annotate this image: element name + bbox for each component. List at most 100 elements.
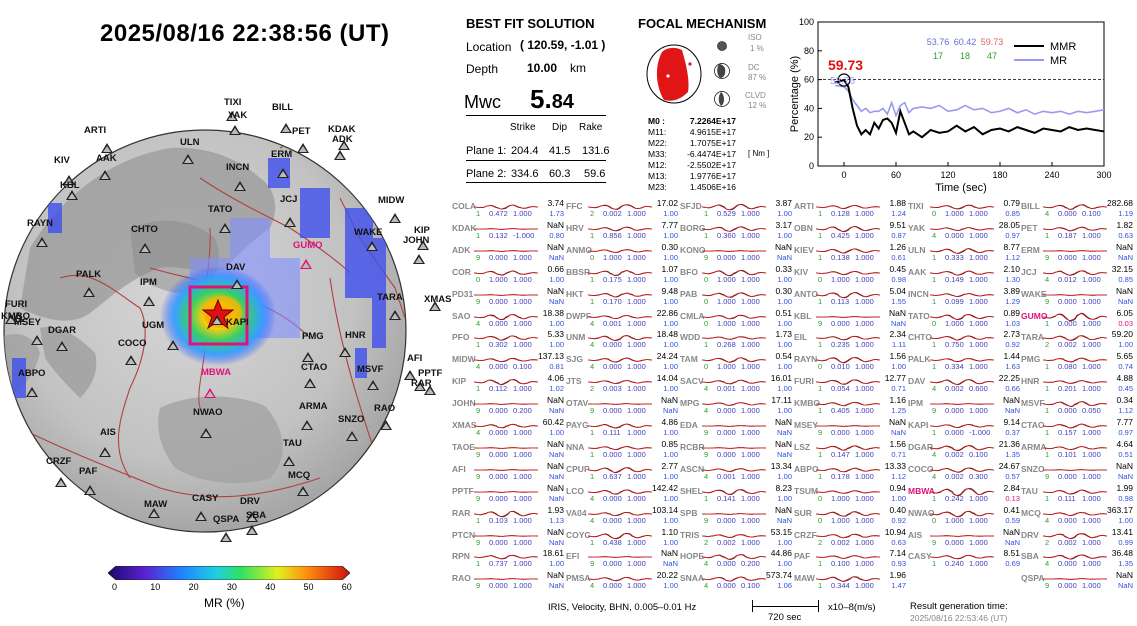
weight-value: 1.000	[855, 252, 874, 262]
amplitude-value: 53.15	[770, 526, 792, 537]
quality-flag: 2	[704, 537, 709, 547]
weight-value: 1.000	[855, 428, 874, 437]
clvd-label: CLVD	[745, 91, 766, 100]
dip-header: Dip	[552, 122, 568, 133]
quality-flag: 1	[476, 230, 481, 240]
correlation-value: 0.000	[1058, 406, 1077, 416]
waveform-trace	[816, 315, 880, 318]
station-code: ARMA	[1021, 441, 1047, 452]
ratio-value: 1.00	[549, 318, 564, 328]
weight-value: 0.200	[741, 559, 760, 569]
quality-flag: 0	[818, 493, 823, 503]
station-triangle-icon	[338, 140, 350, 150]
ratio-value: 0.63	[1118, 230, 1133, 240]
synthetic-trace	[588, 249, 652, 253]
trace-cell: DGAR 21.36 4 0.002 0.100 1.35	[908, 439, 1020, 460]
synthetic-trace	[702, 576, 766, 582]
location-value: ( 120.59, -1.01 )	[520, 38, 606, 52]
synthetic-trace	[702, 269, 766, 276]
clvd-ball-icon	[714, 91, 730, 107]
amplitude-value: 59.20	[1111, 329, 1133, 340]
quality-flag: 9	[1045, 252, 1050, 262]
waveform-trace	[930, 270, 994, 276]
amplitude-value: 0.54	[775, 351, 792, 362]
amplitude-value: 22.86	[656, 307, 678, 318]
ratio-value: 1.25	[891, 406, 906, 416]
trace-cell: ABPO 13.33 1 0.178 1.000 1.12	[794, 461, 906, 482]
x-tick-label: 300	[1096, 170, 1111, 180]
weight-value: 1.000	[627, 230, 646, 240]
station-code: JOHN	[452, 398, 476, 409]
quality-flag: 1	[818, 209, 823, 218]
amplitude-value: NaN	[1002, 395, 1020, 406]
station-code: ERM	[1021, 244, 1040, 255]
trace-cell: AIS NaN 9 0.000 1.000 NaN	[908, 527, 1020, 548]
waveform-trace	[588, 314, 652, 319]
ratio-value: 1.00	[549, 559, 564, 569]
weight-value: 1.000	[741, 406, 760, 416]
ratio-value: 0.85	[1005, 209, 1020, 218]
tensor-key: M0 :	[648, 116, 665, 126]
trace-cell: SNAA 573.74 4 0.000 0.100 1.06	[680, 570, 792, 591]
station-code: SNAA	[680, 573, 705, 584]
amplitude-value: 8.51	[1003, 548, 1020, 559]
quality-flag: 0	[704, 318, 709, 328]
quality-flag: 1	[704, 230, 709, 240]
quality-flag: 1	[590, 428, 595, 437]
tensor-value: 1.9776E+17	[689, 171, 736, 181]
strike-header: Strike	[510, 122, 536, 133]
synthetic-trace	[1043, 555, 1107, 560]
correlation-value: 0.149	[945, 274, 964, 284]
amplitude-value: NaN	[1115, 241, 1133, 252]
synthetic-trace	[1043, 532, 1107, 539]
station-code: TRIS	[680, 529, 700, 540]
correlation-value: 0.000	[1058, 581, 1077, 591]
correlation-value: 0.157	[1058, 428, 1077, 437]
station-code: RAR	[452, 507, 471, 518]
ratio-value: 1.73	[549, 209, 564, 218]
waveform-trace	[816, 336, 880, 341]
amplitude-scale-label: x10–8(m/s)	[828, 602, 876, 613]
amplitude-value: 5.65	[1116, 351, 1133, 362]
waveform-trace	[1043, 423, 1107, 429]
waveform-trace	[474, 490, 538, 493]
weight-value: 1.000	[627, 384, 646, 394]
quality-flag: 4	[932, 449, 937, 459]
trace-cell: FURI 12.77 1 0.054 1.000 0.71	[794, 373, 906, 394]
quality-flag: 9	[476, 493, 481, 503]
ratio-value: 0.37	[1005, 428, 1020, 437]
trace-cell: TRIS 53.15 2 0.002 1.000 1.00	[680, 526, 792, 548]
station-label: CRZF	[46, 456, 72, 467]
trace-cell: MSVF 0.34 1 0.000 0.050 1.12	[1021, 395, 1133, 416]
trace-cell: PMG 5.65 1 0.080 1.000 0.74	[1021, 351, 1133, 372]
synthetic-trace	[474, 447, 538, 449]
correlation-value: 0.002	[717, 537, 736, 547]
ratio-value: 0.71	[891, 449, 906, 459]
waveform-trace	[474, 270, 538, 276]
station-code: OBN	[794, 222, 813, 233]
weight-value: 1.000	[513, 209, 532, 218]
synthetic-trace	[1043, 270, 1107, 276]
ratio-value: 0.51	[1118, 449, 1133, 459]
correlation-value: 0.001	[717, 384, 736, 394]
ratio-value: NaN	[548, 581, 564, 591]
waveform-trace	[930, 379, 994, 386]
quality-flag: 0	[704, 296, 709, 306]
amplitude-value: 0.41	[1003, 504, 1020, 515]
waveform-trace	[588, 532, 652, 539]
ratio-value: 0.13	[1005, 493, 1020, 503]
trace-cell: INCN 3.89 1 0.099 1.000 1.29	[908, 286, 1020, 307]
weight-value: 1.000	[1082, 428, 1101, 437]
station-code: INCN	[908, 288, 929, 299]
trace-cell: BORG 3.17 1 0.360 1.000 1.00	[680, 220, 792, 241]
correlation-value: 0.170	[603, 296, 622, 306]
waveform-trace	[588, 292, 652, 298]
correlation-value: 0.737	[489, 559, 508, 569]
station-code: KMBO	[794, 398, 820, 409]
station-triangle-icon	[300, 259, 312, 269]
depth-label: Depth	[466, 62, 499, 76]
station-code: MPG	[680, 398, 700, 409]
quality-flag: 1	[590, 230, 595, 240]
trace-cell: ERM NaN 9 0.000 1.000 NaN	[1021, 241, 1133, 263]
correlation-value: 0.000	[489, 581, 508, 591]
